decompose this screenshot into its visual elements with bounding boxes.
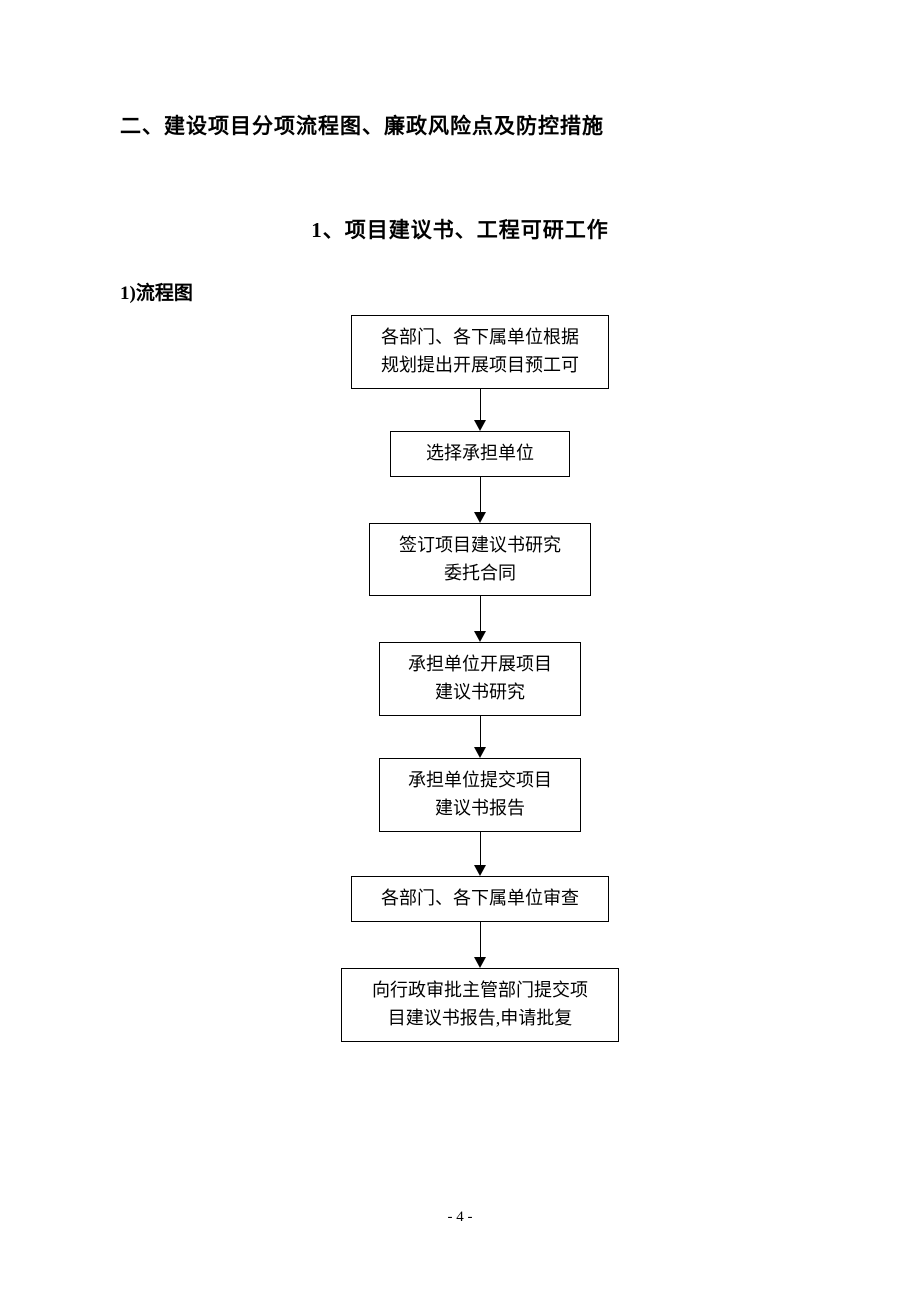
arrow-head-icon [474,865,486,876]
arrow-head-icon [474,512,486,523]
arrow-line [480,716,481,748]
arrow-line [480,596,481,632]
flow-node-line: 建议书报告 [435,795,525,823]
arrow-line [480,477,481,513]
flow-node-line: 选择承担单位 [426,440,534,468]
page-number: - 4 - [0,1209,920,1226]
flow-node: 选择承担单位 [390,431,570,477]
flowchart-container: 各部门、各下属单位根据规划提出开展项目预工可选择承担单位签订项目建议书研究委托合… [160,315,800,1042]
flow-node: 各部门、各下属单位根据规划提出开展项目预工可 [351,315,609,389]
flow-node: 向行政审批主管部门提交项目建议书报告,申请批复 [341,968,619,1042]
flow-node-line: 各部门、各下属单位审查 [381,885,579,913]
arrow-head-icon [474,631,486,642]
arrow-line [480,389,481,421]
flow-node: 各部门、各下属单位审查 [351,876,609,922]
arrow-head-icon [474,957,486,968]
flow-node-line: 各部门、各下属单位根据 [381,324,579,352]
flow-arrow [474,922,486,968]
flow-arrow [474,596,486,642]
flow-node: 承担单位开展项目建议书研究 [379,642,581,716]
flow-label: 1)流程图 [120,278,800,305]
flow-arrow [474,477,486,523]
flow-node-line: 签订项目建议书研究 [399,532,561,560]
flow-node-line: 目建议书报告,申请批复 [388,1005,573,1033]
flow-node-line: 向行政审批主管部门提交项 [372,977,588,1005]
arrow-line [480,922,481,958]
arrow-line [480,832,481,866]
flow-arrow [474,832,486,876]
flow-node-line: 承担单位开展项目 [408,651,552,679]
flow-node-line: 建议书研究 [435,679,525,707]
flow-node-line: 承担单位提交项目 [408,767,552,795]
flow-node: 签订项目建议书研究委托合同 [369,523,591,597]
flow-node-line: 规划提出开展项目预工可 [381,352,579,380]
flow-node: 承担单位提交项目建议书报告 [379,758,581,832]
flow-arrow [474,389,486,431]
arrow-head-icon [474,420,486,431]
arrow-head-icon [474,747,486,758]
section-heading: 二、建设项目分项流程图、廉政风险点及防控措施 [120,110,800,140]
flow-node-line: 委托合同 [444,560,516,588]
flow-arrow [474,716,486,758]
sub-heading: 1、项目建议书、工程可研工作 [120,214,800,244]
